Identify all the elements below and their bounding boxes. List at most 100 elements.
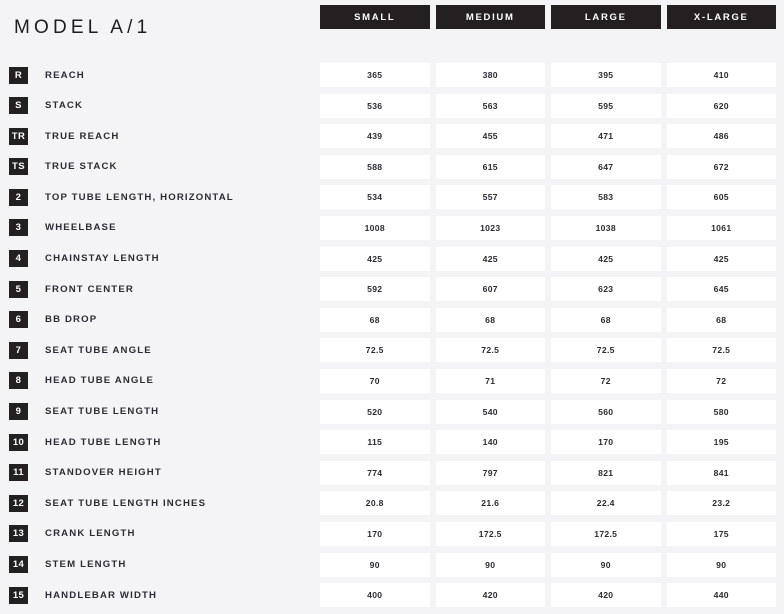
row-number-badge: 5 bbox=[9, 280, 28, 298]
table-row: R REACH 365 380 395 410 bbox=[0, 63, 784, 87]
row-label: CHAINSTAY LENGTH bbox=[45, 253, 160, 265]
value-cell: 841 bbox=[666, 460, 776, 485]
table-row: 15 HANDLEBAR WIDTH 400 420 420 440 bbox=[0, 583, 784, 608]
value-cell: 774 bbox=[320, 460, 430, 485]
value-cell: 172.5 bbox=[551, 521, 661, 546]
value-cell: 821 bbox=[551, 460, 661, 485]
table-row: TR TRUE REACH 439 455 471 486 bbox=[0, 124, 784, 149]
row-values: 439 455 471 486 bbox=[320, 124, 776, 149]
value-cell: 588 bbox=[320, 154, 430, 179]
row-header: 6 BB DROP bbox=[0, 308, 320, 332]
value-cell: 90 bbox=[666, 552, 776, 577]
value-cell: 68 bbox=[320, 307, 430, 332]
value-cell: 72 bbox=[666, 368, 776, 393]
value-cell: 439 bbox=[320, 124, 430, 149]
table-row: 7 SEAT TUBE ANGLE 72.5 72.5 72.5 72.5 bbox=[0, 338, 784, 363]
value-cell: 420 bbox=[435, 583, 545, 608]
value-cell: 534 bbox=[320, 185, 430, 210]
value-cell: 175 bbox=[666, 521, 776, 546]
value-cell: 22.4 bbox=[551, 491, 661, 516]
value-cell: 71 bbox=[435, 368, 545, 393]
row-label: SEAT TUBE LENGTH bbox=[45, 406, 160, 418]
table-row: 12 SEAT TUBE LENGTH INCHES 20.8 21.6 22.4 23.… bbox=[0, 491, 784, 516]
row-number-badge: TS bbox=[9, 158, 28, 176]
table-row: 3 WHEELBASE 1008 1023 1038 1061 bbox=[0, 215, 784, 240]
value-cell: 170 bbox=[320, 521, 430, 546]
value-cell: 115 bbox=[320, 430, 430, 455]
value-cell: 425 bbox=[435, 246, 545, 271]
row-header: 3 WHEELBASE bbox=[0, 216, 320, 240]
value-cell: 645 bbox=[666, 277, 776, 302]
table-row: 14 STEM LENGTH 90 90 90 90 bbox=[0, 552, 784, 577]
row-number-badge: S bbox=[9, 97, 28, 115]
row-label: TRUE STACK bbox=[45, 161, 118, 173]
value-cell: 23.2 bbox=[666, 491, 776, 516]
row-values: 774 797 821 841 bbox=[320, 460, 776, 485]
value-cell: 400 bbox=[320, 583, 430, 608]
row-label: SEAT TUBE ANGLE bbox=[45, 344, 152, 356]
row-number-badge: 6 bbox=[9, 311, 28, 329]
row-header: 11 STANDOVER HEIGHT bbox=[0, 461, 320, 485]
table-row: 4 CHAINSTAY LENGTH 425 425 425 425 bbox=[0, 246, 784, 271]
row-number-badge: 7 bbox=[9, 341, 28, 359]
value-cell: 425 bbox=[551, 246, 661, 271]
row-number-badge: 12 bbox=[9, 494, 28, 512]
row-label: HEAD TUBE ANGLE bbox=[45, 375, 155, 387]
table-row: 5 FRONT CENTER 592 607 623 645 bbox=[0, 277, 784, 302]
value-cell: 90 bbox=[551, 552, 661, 577]
row-label: BB DROP bbox=[45, 314, 98, 326]
value-cell: 1038 bbox=[551, 215, 661, 240]
row-header: 14 STEM LENGTH bbox=[0, 553, 320, 577]
row-number-badge: 4 bbox=[9, 250, 28, 268]
row-header: 10 HEAD TUBE LENGTH bbox=[0, 430, 320, 454]
value-cell: 672 bbox=[666, 154, 776, 179]
table-row: 8 HEAD TUBE ANGLE 70 71 72 72 bbox=[0, 368, 784, 393]
size-header-medium[interactable]: MEDIUM bbox=[435, 5, 545, 29]
size-header-x-large[interactable]: X-LARGE bbox=[666, 5, 776, 29]
row-number-badge: 10 bbox=[9, 433, 28, 451]
row-header: 12 SEAT TUBE LENGTH INCHES bbox=[0, 491, 320, 515]
value-cell: 471 bbox=[551, 124, 661, 149]
value-cell: 395 bbox=[551, 63, 661, 87]
row-values: 1008 1023 1038 1061 bbox=[320, 215, 776, 240]
row-label: STACK bbox=[45, 100, 84, 112]
row-values: 68 68 68 68 bbox=[320, 307, 776, 332]
row-values: 520 540 560 580 bbox=[320, 399, 776, 424]
value-cell: 615 bbox=[435, 154, 545, 179]
value-cell: 557 bbox=[435, 185, 545, 210]
value-cell: 68 bbox=[666, 307, 776, 332]
row-header: 2 TOP TUBE LENGTH, HORIZONTAL bbox=[0, 185, 320, 209]
value-cell: 140 bbox=[435, 430, 545, 455]
value-cell: 536 bbox=[320, 93, 430, 118]
row-number-badge: 13 bbox=[9, 525, 28, 543]
value-cell: 607 bbox=[435, 277, 545, 302]
row-label: TRUE REACH bbox=[45, 130, 120, 142]
table-row: 10 HEAD TUBE LENGTH 115 140 170 195 bbox=[0, 430, 784, 455]
row-header: 7 SEAT TUBE ANGLE bbox=[0, 338, 320, 362]
value-cell: 170 bbox=[551, 430, 661, 455]
value-cell: 560 bbox=[551, 399, 661, 424]
size-header-small[interactable]: SMALL bbox=[320, 5, 430, 29]
table-row: 2 TOP TUBE LENGTH, HORIZONTAL 534 557 583 605 bbox=[0, 185, 784, 210]
row-header: S STACK bbox=[0, 94, 320, 118]
row-values: 536 563 595 620 bbox=[320, 93, 776, 118]
value-cell: 580 bbox=[666, 399, 776, 424]
value-cell: 540 bbox=[435, 399, 545, 424]
row-label: FRONT CENTER bbox=[45, 283, 134, 295]
value-cell: 68 bbox=[551, 307, 661, 332]
row-values: 20.8 21.6 22.4 23.2 bbox=[320, 491, 776, 516]
value-cell: 195 bbox=[666, 430, 776, 455]
value-cell: 623 bbox=[551, 277, 661, 302]
row-number-badge: 8 bbox=[9, 372, 28, 390]
row-values: 588 615 647 672 bbox=[320, 154, 776, 179]
value-cell: 1008 bbox=[320, 215, 430, 240]
value-cell: 72.5 bbox=[320, 338, 430, 363]
value-cell: 1061 bbox=[666, 215, 776, 240]
value-cell: 595 bbox=[551, 93, 661, 118]
row-values: 170 172.5 172.5 175 bbox=[320, 521, 776, 546]
row-label: STEM LENGTH bbox=[45, 559, 127, 570]
size-header-large[interactable]: LARGE bbox=[551, 5, 661, 29]
row-values: 592 607 623 645 bbox=[320, 277, 776, 302]
table-row: S STACK 536 563 595 620 bbox=[0, 93, 784, 118]
